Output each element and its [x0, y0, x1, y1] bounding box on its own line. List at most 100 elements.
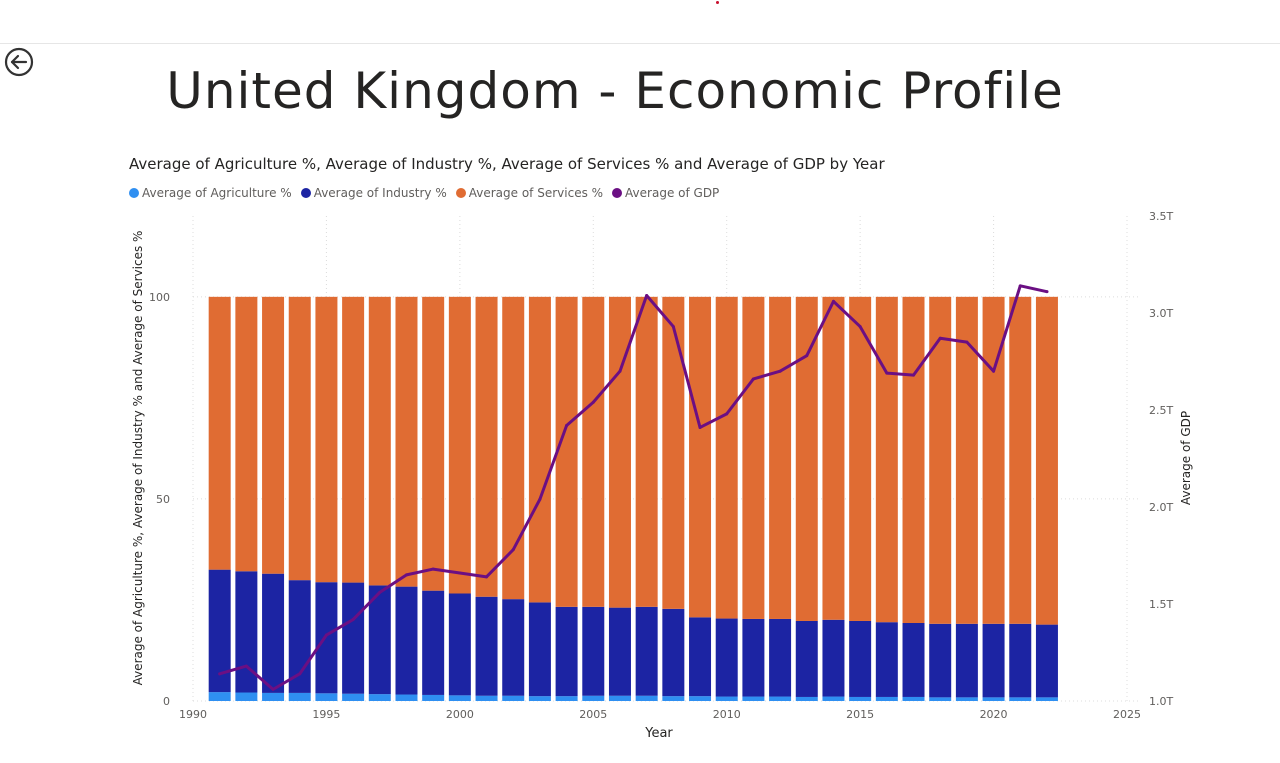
y-tick-label: 100: [149, 291, 170, 304]
chart-title: Average of Agriculture %, Average of Ind…: [129, 155, 885, 173]
bar-industry: [608, 607, 631, 696]
bar-agriculture: [795, 696, 818, 701]
bar-industry: [795, 620, 818, 697]
y-tick-label: 50: [156, 493, 170, 506]
chart-legend: Average of Agriculture % Average of Indus…: [129, 186, 719, 200]
bar-industry: [822, 619, 845, 697]
bar-industry: [715, 618, 738, 697]
bar-industry: [448, 593, 471, 696]
y-tick-label: 0: [163, 695, 170, 708]
y2-axis-title: Average of GDP: [1179, 411, 1193, 505]
x-tick-label: 2010: [713, 708, 741, 721]
legend-marker: [612, 188, 623, 198]
gdp-point: [831, 299, 835, 303]
bar-services: [929, 296, 952, 624]
bar-agriculture: [315, 693, 338, 701]
bar-industry: [582, 606, 605, 696]
gdp-point: [858, 325, 862, 329]
bar-agriculture: [955, 697, 978, 701]
bar-industry: [315, 582, 338, 694]
gdp-point: [725, 412, 729, 416]
y2-tick-label: 3.5T: [1149, 210, 1173, 223]
back-arrow-icon[interactable]: [4, 47, 34, 77]
gdp-point: [1018, 284, 1022, 288]
bar-agriculture: [395, 694, 418, 701]
bar-services: [822, 296, 845, 620]
bar-services: [422, 296, 445, 591]
bar-industry: [875, 622, 898, 697]
x-axis-title: Year: [644, 726, 673, 741]
bar-agriculture: [235, 692, 258, 701]
bar-services: [795, 296, 818, 621]
bar-industry: [1009, 623, 1032, 698]
bar-industry: [849, 620, 872, 697]
gdp-line: [218, 284, 1049, 691]
bar-industry: [662, 608, 685, 697]
y2-tick-label: 1.0T: [1149, 695, 1173, 708]
bar-services: [1009, 296, 1032, 624]
gdp-point: [885, 371, 889, 375]
bar-services: [502, 296, 525, 600]
legend-label: Average of Industry %: [313, 186, 447, 200]
bar-industry: [1035, 624, 1058, 698]
bar-services: [662, 296, 685, 609]
gdp-point: [591, 400, 595, 404]
bar-services: [395, 296, 418, 587]
status-dot: [716, 1, 719, 4]
gdp-point: [511, 548, 515, 552]
bar-agriculture: [448, 695, 471, 701]
x-tick-label: 1995: [312, 708, 340, 721]
legend-label: Average of GDP: [625, 186, 720, 200]
bar-agriculture: [875, 696, 898, 701]
bar-agriculture: [422, 694, 445, 701]
bar-agriculture: [662, 696, 685, 701]
bar-agriculture: [1009, 697, 1032, 701]
bar-agriculture: [555, 696, 578, 701]
bar-agriculture: [608, 695, 631, 701]
bar-services: [769, 296, 792, 619]
top-bar: [0, 0, 1280, 44]
bar-services: [342, 296, 365, 583]
x-tick-label: 2005: [579, 708, 607, 721]
bar-industry: [528, 602, 551, 697]
y2-tick-label: 2.5T: [1149, 404, 1173, 417]
bar-industry: [502, 599, 525, 696]
bar-agriculture: [902, 696, 925, 701]
bar-services: [955, 296, 978, 624]
legend-item[interactable]: Average of GDP: [612, 186, 719, 200]
bar-agriculture: [208, 692, 231, 701]
bar-agriculture: [982, 697, 1005, 701]
legend-marker: [300, 188, 311, 198]
bar-industry: [982, 623, 1005, 698]
legend-item[interactable]: Average of Agriculture %: [129, 186, 292, 200]
bar-industry: [635, 606, 658, 696]
gdp-point: [671, 325, 675, 329]
bar-industry: [422, 590, 445, 695]
bar-industry: [262, 573, 285, 693]
gdp-point: [618, 369, 622, 373]
bar-services: [288, 296, 311, 581]
bar-agriculture: [475, 695, 498, 701]
y2-tick-label: 2.0T: [1149, 501, 1173, 514]
x-tick-label: 2000: [446, 708, 474, 721]
legend-marker: [129, 188, 139, 198]
gdp-point: [404, 573, 408, 577]
bar-industry: [689, 617, 712, 697]
bar-agriculture: [715, 696, 738, 701]
bar-industry: [475, 596, 498, 696]
legend-item[interactable]: Average of Services %: [455, 186, 603, 200]
bar-services: [875, 296, 898, 623]
bar-services: [475, 296, 498, 597]
legend-item[interactable]: Average of Industry %: [300, 186, 447, 200]
bar-services: [715, 296, 738, 619]
gdp-point: [751, 377, 755, 381]
gdp-point: [271, 687, 275, 691]
bar-industry: [902, 622, 925, 697]
gdp-point: [938, 336, 942, 340]
gdp-point: [992, 369, 996, 373]
bar-agriculture: [769, 696, 792, 701]
bar-services: [235, 296, 258, 572]
bar-agriculture: [1035, 697, 1058, 701]
gdp-point: [431, 567, 435, 571]
bar-industry: [955, 623, 978, 698]
